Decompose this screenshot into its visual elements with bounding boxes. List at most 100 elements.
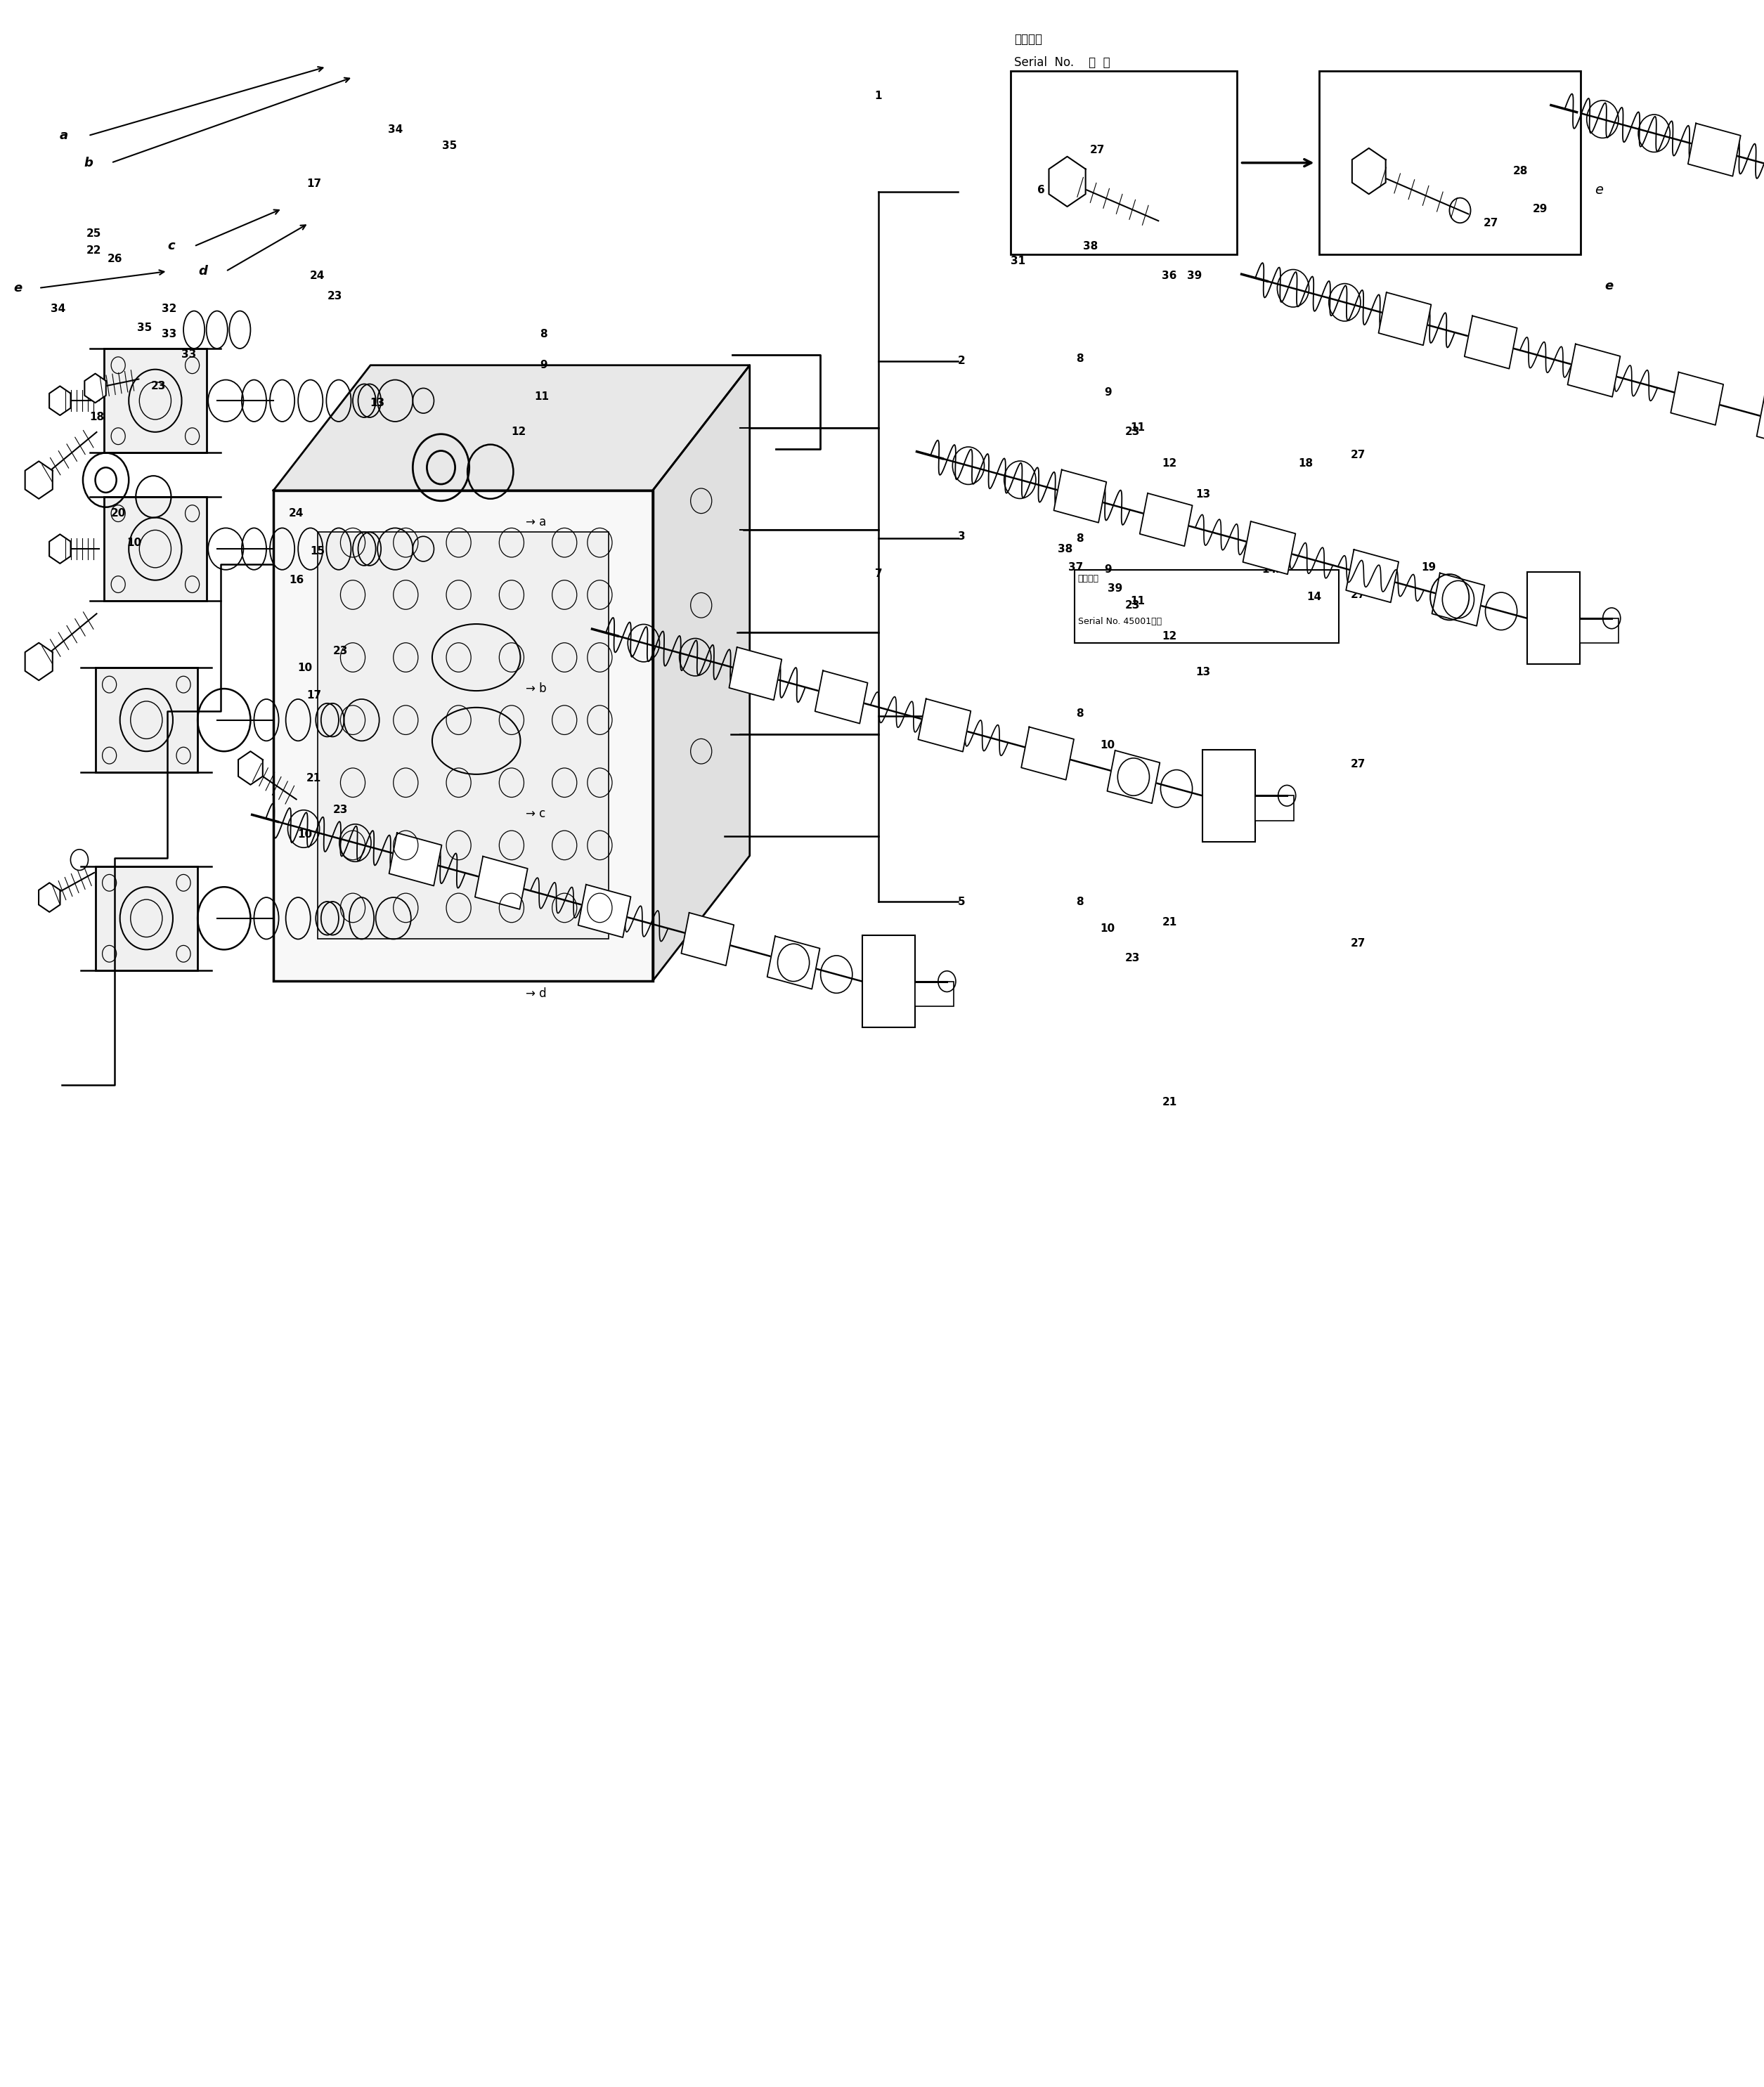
Text: c: c xyxy=(168,240,175,253)
Text: 21: 21 xyxy=(1162,916,1177,929)
Text: 27: 27 xyxy=(1351,589,1365,601)
Polygon shape xyxy=(25,643,53,680)
Text: 34: 34 xyxy=(388,123,402,136)
Text: 23: 23 xyxy=(328,290,342,303)
Polygon shape xyxy=(85,374,106,403)
Text: Serial No. 45001～・: Serial No. 45001～・ xyxy=(1078,618,1161,626)
Text: 29: 29 xyxy=(1533,202,1547,215)
Text: 20: 20 xyxy=(111,507,125,520)
Polygon shape xyxy=(653,365,750,981)
Polygon shape xyxy=(390,833,441,885)
Text: 4: 4 xyxy=(958,707,965,720)
Text: 10: 10 xyxy=(127,536,141,549)
Text: 11: 11 xyxy=(1131,422,1145,434)
Polygon shape xyxy=(767,937,820,989)
Polygon shape xyxy=(1671,371,1723,426)
Text: 8: 8 xyxy=(1076,532,1083,545)
Text: e: e xyxy=(14,282,21,294)
Bar xyxy=(916,981,954,1006)
Text: 17: 17 xyxy=(307,689,321,701)
Text: 13: 13 xyxy=(370,397,385,409)
Text: 31: 31 xyxy=(1011,255,1025,267)
Polygon shape xyxy=(681,912,734,966)
Text: 27: 27 xyxy=(240,766,254,778)
Text: 39: 39 xyxy=(1187,269,1201,282)
Text: 26: 26 xyxy=(108,253,122,265)
Text: → d: → d xyxy=(526,987,547,1000)
Polygon shape xyxy=(917,699,970,751)
Text: 8: 8 xyxy=(1076,707,1083,720)
Bar xyxy=(95,866,198,970)
Text: 25: 25 xyxy=(86,227,101,240)
Polygon shape xyxy=(1378,292,1431,344)
Text: 27: 27 xyxy=(1484,217,1498,230)
Text: 21: 21 xyxy=(307,772,321,785)
Text: 8: 8 xyxy=(1076,895,1083,908)
Text: 36: 36 xyxy=(1162,269,1177,282)
Polygon shape xyxy=(49,534,71,563)
Text: e: e xyxy=(1595,184,1603,196)
Bar xyxy=(1203,749,1256,841)
Text: 32: 32 xyxy=(162,303,176,315)
Polygon shape xyxy=(1021,726,1074,781)
Text: 24: 24 xyxy=(289,507,303,520)
Text: 9: 9 xyxy=(1104,386,1111,399)
Text: 適用号機: 適用号機 xyxy=(1014,33,1043,46)
Text: e: e xyxy=(1605,280,1612,292)
Text: 27: 27 xyxy=(86,386,101,399)
Text: 12: 12 xyxy=(1162,630,1177,643)
Polygon shape xyxy=(579,885,632,937)
Text: 10: 10 xyxy=(1101,739,1115,751)
Bar xyxy=(1319,71,1581,255)
Polygon shape xyxy=(1053,470,1106,522)
Text: 23: 23 xyxy=(333,645,348,657)
Text: 28: 28 xyxy=(1514,165,1528,177)
Bar xyxy=(1528,572,1581,664)
Text: 11: 11 xyxy=(534,390,549,403)
Text: 10: 10 xyxy=(298,662,312,674)
Text: 23: 23 xyxy=(1125,772,1140,785)
Text: 24: 24 xyxy=(310,269,325,282)
Text: a: a xyxy=(60,129,67,142)
Text: d: d xyxy=(198,265,208,278)
Bar xyxy=(1011,71,1237,255)
Text: 14A: 14A xyxy=(1261,563,1286,576)
Text: 10: 10 xyxy=(1101,922,1115,935)
Text: 23: 23 xyxy=(1125,426,1140,438)
Bar xyxy=(318,532,609,939)
Text: 30: 30 xyxy=(32,662,46,674)
Text: 22: 22 xyxy=(86,244,101,257)
Polygon shape xyxy=(1351,148,1387,194)
Bar xyxy=(273,490,653,981)
Polygon shape xyxy=(1568,344,1619,397)
Text: 27: 27 xyxy=(1090,144,1104,157)
Bar xyxy=(95,668,198,772)
Bar xyxy=(1074,570,1339,643)
Text: 39: 39 xyxy=(1108,582,1122,595)
Text: b: b xyxy=(83,157,93,169)
Text: 23: 23 xyxy=(152,380,166,392)
Text: 10: 10 xyxy=(298,829,312,841)
Text: 9: 9 xyxy=(540,359,547,371)
Text: 35: 35 xyxy=(443,140,457,152)
Polygon shape xyxy=(475,856,527,910)
Polygon shape xyxy=(1244,522,1295,574)
Text: 27: 27 xyxy=(1351,937,1365,950)
Text: 2: 2 xyxy=(958,355,965,367)
Text: 23: 23 xyxy=(333,803,348,816)
Polygon shape xyxy=(1050,157,1085,207)
Bar xyxy=(104,497,206,601)
Polygon shape xyxy=(273,365,750,490)
Text: 23: 23 xyxy=(1125,952,1140,964)
Text: 18: 18 xyxy=(1298,457,1312,470)
Text: 23: 23 xyxy=(1125,599,1140,611)
Polygon shape xyxy=(25,461,53,499)
Polygon shape xyxy=(1688,123,1741,175)
Polygon shape xyxy=(815,670,868,724)
Text: 14: 14 xyxy=(1307,591,1321,603)
Text: 38: 38 xyxy=(1058,543,1073,555)
Text: 37: 37 xyxy=(1069,561,1083,574)
Text: 適用号機: 適用号機 xyxy=(1078,574,1099,582)
Polygon shape xyxy=(1346,549,1399,603)
Text: 27: 27 xyxy=(1351,758,1365,770)
